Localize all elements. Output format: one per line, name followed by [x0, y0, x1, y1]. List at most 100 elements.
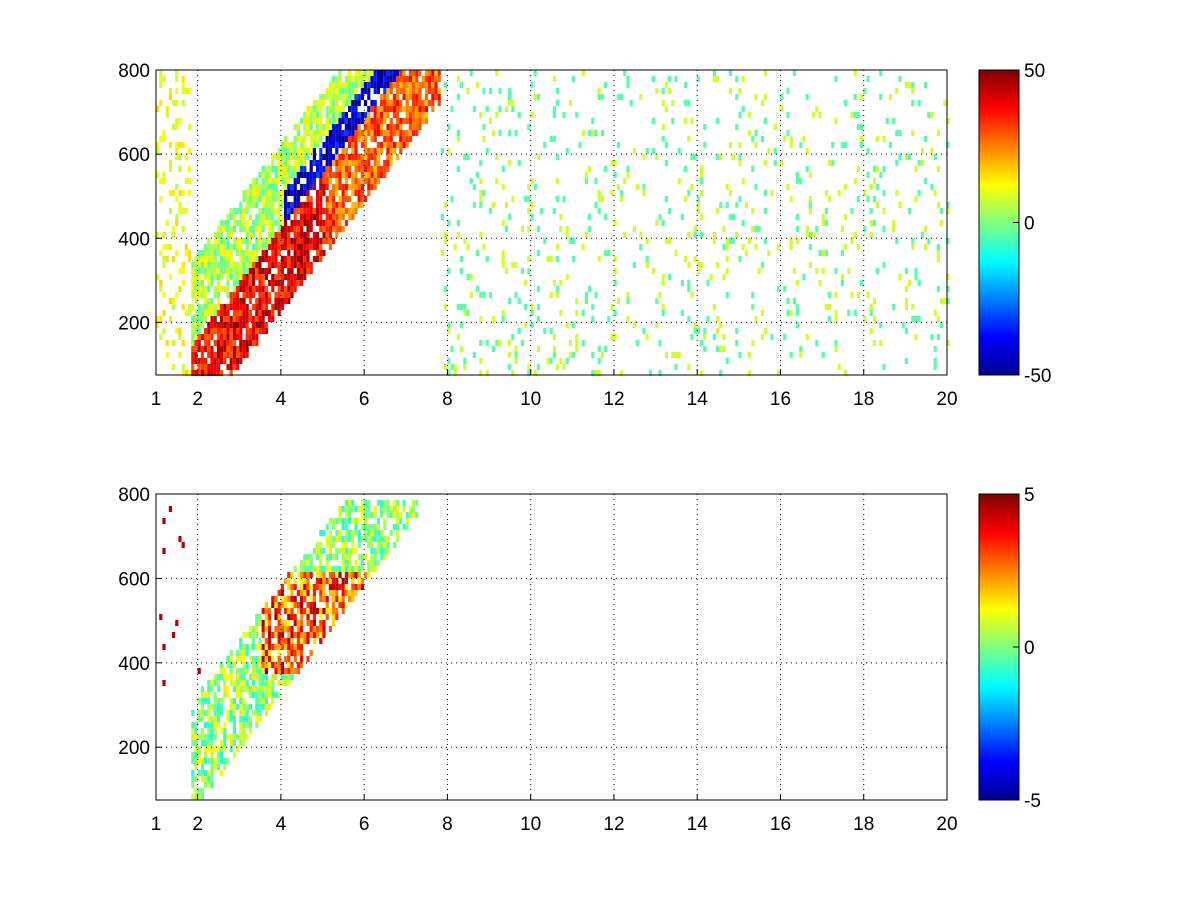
- heatmap-cell: [245, 274, 249, 280]
- heatmap-cell: [348, 500, 352, 506]
- heatmap-cell: [312, 118, 316, 124]
- heatmap-cell: [300, 280, 304, 286]
- heatmap-cell: [188, 178, 192, 184]
- heatmap-cell: [188, 304, 192, 310]
- heatmap-cell: [924, 244, 928, 250]
- heatmap-cell: [210, 310, 214, 316]
- heatmap-cell: [348, 88, 352, 94]
- heatmap-cell: [175, 214, 179, 220]
- heatmap-cell: [332, 578, 336, 584]
- heatmap-cell: [354, 208, 358, 214]
- heatmap-cell: [252, 178, 256, 184]
- heatmap-cell: [844, 244, 848, 250]
- heatmap-cell: [204, 340, 208, 346]
- heatmap-cell: [207, 238, 211, 244]
- heatmap-cell: [892, 304, 896, 310]
- heatmap-cell: [319, 130, 323, 136]
- heatmap-cell: [319, 626, 323, 632]
- heatmap-cell: [264, 644, 268, 650]
- heatmap-cell: [168, 208, 172, 214]
- heatmap-cell: [498, 88, 502, 94]
- heatmap-cell: [175, 196, 179, 202]
- heatmap-cell: [511, 262, 515, 268]
- heatmap-cell: [290, 584, 294, 590]
- heatmap-cell: [296, 256, 300, 262]
- x-tick-label: 4: [276, 389, 287, 410]
- heatmap-cell: [229, 262, 233, 268]
- heatmap-cell: [293, 178, 297, 184]
- heatmap-cell: [703, 346, 707, 352]
- heatmap-cell: [197, 752, 201, 758]
- heatmap-cell: [808, 196, 812, 202]
- heatmap-cell: [373, 160, 377, 166]
- heatmap-cell: [341, 566, 345, 572]
- heatmap-cell: [677, 148, 681, 154]
- heatmap-cell: [210, 262, 214, 268]
- heatmap-cell: [248, 184, 252, 190]
- heatmap-cell: [472, 352, 476, 358]
- top-colorbar-gradient: [978, 69, 1020, 376]
- heatmap-cell: [248, 292, 252, 298]
- heatmap-cell: [316, 214, 320, 220]
- x-tick-label: 8: [442, 389, 453, 410]
- heatmap-cell: [527, 364, 531, 370]
- heatmap-cell: [348, 536, 352, 542]
- heatmap-cell: [290, 184, 294, 190]
- heatmap-cell: [312, 232, 316, 238]
- heatmap-cell: [293, 250, 297, 256]
- heatmap-cell: [316, 548, 320, 554]
- heatmap-cell: [373, 88, 377, 94]
- heatmap-cell: [396, 94, 400, 100]
- heatmap-cell: [242, 698, 246, 704]
- heatmap-cell: [610, 334, 614, 340]
- heatmap-cell: [380, 172, 384, 178]
- heatmap-cell: [248, 190, 252, 196]
- heatmap-cell: [216, 232, 220, 238]
- heatmap-cell: [213, 716, 217, 722]
- heatmap-cell: [856, 196, 860, 202]
- heatmap-cell: [309, 208, 313, 214]
- heatmap-cell: [300, 656, 304, 662]
- colorbar-tick-label: 0: [1024, 214, 1035, 235]
- heatmap-cell: [172, 232, 176, 238]
- heatmap-cell: [328, 148, 332, 154]
- heatmap-cell: [194, 256, 198, 262]
- heatmap-cell: [303, 590, 307, 596]
- heatmap-cell: [255, 196, 259, 202]
- heatmap-cell: [325, 232, 329, 238]
- heatmap-cell: [373, 166, 377, 172]
- heatmap-cell: [546, 358, 550, 364]
- heatmap-cell: [312, 160, 316, 166]
- heatmap-cell: [604, 82, 608, 88]
- heatmap-cell: [776, 286, 780, 292]
- heatmap-cell: [383, 542, 387, 548]
- heatmap-cell: [242, 316, 246, 322]
- heatmap-cell: [508, 100, 512, 106]
- heatmap-cell: [424, 88, 428, 94]
- heatmap-cell: [287, 632, 291, 638]
- heatmap-cell: [306, 214, 310, 220]
- heatmap-cell: [405, 142, 409, 148]
- heatmap-cell: [584, 178, 588, 184]
- heatmap-cell: [341, 608, 345, 614]
- heatmap-cell: [296, 650, 300, 656]
- heatmap-cell: [383, 536, 387, 542]
- heatmap-cell: [332, 614, 336, 620]
- heatmap-cell: [213, 728, 217, 734]
- heatmap-cell: [178, 202, 182, 208]
- heatmap-cell: [287, 292, 291, 298]
- heatmap-cell: [239, 650, 243, 656]
- heatmap-cell: [325, 118, 329, 124]
- heatmap-cell: [309, 596, 313, 602]
- heatmap-cell: [303, 166, 307, 172]
- heatmap-cell: [316, 124, 320, 130]
- heatmap-cell: [789, 142, 793, 148]
- heatmap-cell: [312, 602, 316, 608]
- heatmap-cell: [392, 76, 396, 82]
- heatmap-cell: [847, 268, 851, 274]
- heatmap-cell: [911, 130, 915, 136]
- heatmap-cell: [748, 238, 752, 244]
- heatmap-cell: [703, 124, 707, 130]
- heatmap-cell: [303, 154, 307, 160]
- heatmap-cell: [495, 112, 499, 118]
